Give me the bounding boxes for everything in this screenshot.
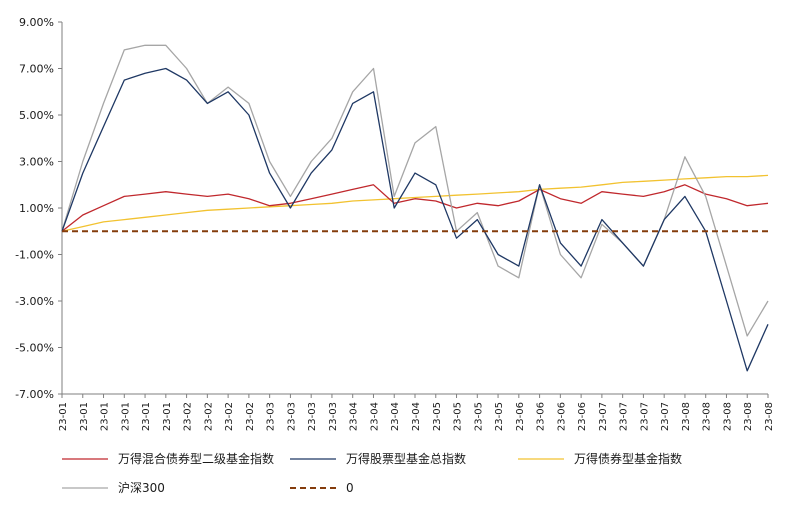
- y-tick-label: -5.00%: [15, 342, 54, 355]
- y-tick-label: 9.00%: [19, 16, 54, 29]
- x-tick-label: 23-04: [369, 402, 380, 431]
- y-tick-label: 7.00%: [19, 63, 54, 76]
- x-tick-label: 23-07: [598, 402, 609, 431]
- x-tick-label: 23-04: [411, 402, 422, 431]
- legend-item: 0: [290, 481, 354, 495]
- x-tick-label: 23-08: [743, 402, 754, 431]
- y-tick-label: -3.00%: [15, 295, 54, 308]
- x-tick-label: 23-01: [162, 402, 173, 431]
- series-line-2: [61, 174, 769, 232]
- x-tick-label: 23-02: [224, 402, 235, 431]
- series-lines: [61, 44, 769, 372]
- series-line-3: [61, 44, 769, 337]
- y-tick-label: 1.00%: [19, 202, 54, 215]
- legend-item: 万得混合债券型二级基金指数: [62, 451, 274, 466]
- x-tick-label: 23-02: [245, 402, 256, 431]
- x-tick-label: 23-04: [349, 402, 360, 431]
- x-tick-label: 23-06: [515, 402, 526, 431]
- x-tick-label: 23-01: [58, 402, 69, 431]
- x-tick-label: 23-06: [536, 402, 547, 431]
- x-tick-label: 23-06: [577, 402, 588, 431]
- series-line-1: [61, 67, 769, 372]
- x-tick-label: 23-01: [120, 402, 131, 431]
- x-tick-label: 23-08: [764, 402, 775, 431]
- x-tick-label: 23-05: [494, 402, 505, 431]
- x-tick-label: 23-06: [556, 402, 567, 431]
- y-tick-label: -1.00%: [15, 249, 54, 262]
- x-tick-label: 23-07: [639, 402, 650, 431]
- axes: 9.00% 7.00% 5.00% 3.00% 1.00% -1.00% -3.00% -5.…: [15, 16, 775, 431]
- legend-label: 沪深300: [118, 481, 165, 495]
- legend-label: 万得债券型基金指数: [574, 451, 682, 466]
- x-tick-label: 23-03: [266, 402, 277, 431]
- x-tick-label: 23-05: [432, 402, 443, 431]
- x-tick-label: 23-03: [328, 402, 339, 431]
- legend-label: 万得混合债券型二级基金指数: [118, 451, 274, 466]
- y-tick-label: 5.00%: [19, 109, 54, 122]
- legend-label: 0: [346, 481, 354, 495]
- y-tick-label: 3.00%: [19, 156, 54, 169]
- x-tick-label: 23-01: [79, 402, 90, 431]
- x-tick-label: 23-08: [702, 402, 713, 431]
- x-tick-label: 23-02: [203, 402, 214, 431]
- x-tick-label: 23-07: [619, 402, 630, 431]
- x-tick-label: 23-08: [722, 402, 733, 431]
- x-tick-label: 23-01: [100, 402, 111, 431]
- legend-item: 万得股票型基金总指数: [290, 451, 466, 466]
- legend-item: 万得债券型基金指数: [518, 451, 682, 466]
- x-tick-label: 23-05: [473, 402, 484, 431]
- x-tick-label: 23-04: [390, 402, 401, 431]
- legend-item: 沪深300: [62, 481, 165, 495]
- legend-label: 万得股票型基金总指数: [346, 451, 466, 466]
- x-tick-label: 23-01: [141, 402, 152, 431]
- series-line-0: [61, 184, 769, 232]
- x-tick-label: 23-05: [453, 402, 464, 431]
- y-tick-label: -7.00%: [15, 388, 54, 401]
- x-tick-label: 23-03: [286, 402, 297, 431]
- x-tick-label: 23-07: [660, 402, 671, 431]
- x-tick-label: 23-03: [307, 402, 318, 431]
- x-tick-label: 23-02: [183, 402, 194, 431]
- x-tick-label: 23-08: [681, 402, 692, 431]
